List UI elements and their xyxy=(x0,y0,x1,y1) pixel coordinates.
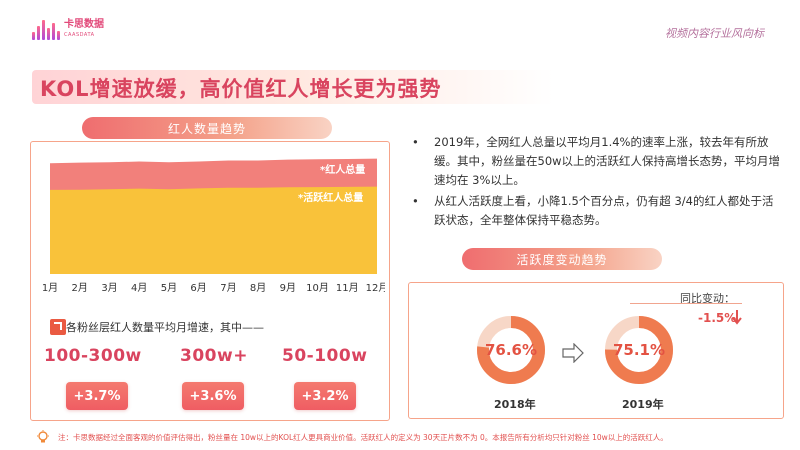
tier-name-300w-plus: 300w+ xyxy=(180,346,248,366)
x-tick-label: 3月 xyxy=(101,282,117,294)
x-tick-label: 9月 xyxy=(280,282,296,294)
x-tick-label: 4月 xyxy=(131,282,147,294)
donut-year-2018: 2018年 xyxy=(494,398,536,411)
header-tagline: 视频内容行业风向标 xyxy=(665,27,764,40)
yoy-change-value: -1.5% xyxy=(698,311,737,325)
kol-count-area-chart: *红人总量 *活跃红人总量 1月 2月 3月 4月 5月 6月 7月 8月 9月 10月 11月 12月 xyxy=(42,158,385,294)
lightbulb-icon xyxy=(37,430,49,443)
logo-bars-icon xyxy=(32,20,60,40)
x-tick-label: 8月 xyxy=(250,282,266,294)
next-arrow-icon xyxy=(562,343,584,363)
x-tick-label: 7月 xyxy=(220,282,236,294)
trend-arrow-icon xyxy=(50,319,66,335)
donut-arc xyxy=(605,316,673,384)
insight-bullet: 从红人活跃度上看，小降1.5个百分点，仍有超 3/4的红人都处于活跃状态，全年整… xyxy=(412,192,782,230)
x-tick-label: 11月 xyxy=(336,282,359,294)
activity-section-label: 活跃度变动趋势 xyxy=(462,248,662,270)
brand-name-en: CAASDATA xyxy=(64,32,95,38)
tier-growth-badge-50-100w: +3.2% xyxy=(294,382,356,410)
series-label-2: *活跃红人总量 xyxy=(298,191,363,204)
x-tick-label: 5月 xyxy=(161,282,177,294)
series-label-1: *红人总量 xyxy=(320,163,365,176)
tier-name-100-300w: 100-300w xyxy=(44,346,142,366)
title-banner xyxy=(32,70,612,104)
insight-bullet: 2019年，全网红人总量以平均月1.4%的速率上涨，较去年有所放缓。其中，粉丝量… xyxy=(412,133,782,190)
tier-name-50-100w: 50-100w xyxy=(282,346,368,366)
trend-section-label: 红人数量趋势 xyxy=(82,117,332,139)
page-title: KOL增速放缓，高价值红人增长更为强势 xyxy=(40,77,442,101)
tier-growth-subtitle: 各粉丝层红人数量平均月增速，其中—— xyxy=(50,319,264,335)
donut-year-2019: 2019年 xyxy=(622,398,664,411)
x-tick-label: 6月 xyxy=(190,282,206,294)
x-tick-label: 2月 xyxy=(72,282,88,294)
activity-donut-2018: 76.6% xyxy=(477,316,545,384)
x-tick-label: 10月 xyxy=(306,282,329,294)
arrow-down-icon xyxy=(732,310,742,325)
tier-growth-badge-100-300w: +3.7% xyxy=(66,382,128,410)
area-series-2 xyxy=(50,186,377,274)
donut-value-label: 75.1% xyxy=(613,341,665,359)
donut-value-label: 76.6% xyxy=(485,341,537,359)
footer-note-text: 注：卡思数据经过全面客观的价值评估得出，粉丝量在 10w以上的KOL红人更具商业… xyxy=(58,432,668,442)
donut-arc xyxy=(477,316,545,384)
yoy-change-underline xyxy=(630,303,742,304)
yoy-change-label: 同比变动： xyxy=(680,292,735,305)
brand-logo: 卡思数据 CAASDATA xyxy=(32,20,104,40)
activity-donut-2019: 75.1% xyxy=(605,316,673,384)
tier-growth-badge-300w-plus: +3.6% xyxy=(182,382,244,410)
trend-panel xyxy=(30,141,390,421)
x-tick-label: 1月 xyxy=(42,282,58,294)
insight-bullets: 2019年，全网红人总量以平均月1.4%的速率上涨，较去年有所放缓。其中，粉丝量… xyxy=(412,133,782,232)
tier-growth-subtitle-text: 各粉丝层红人数量平均月增速，其中—— xyxy=(66,321,264,334)
x-tick-label: 12月 xyxy=(366,282,385,294)
footer-note: 注：卡思数据经过全面客观的价值评估得出，粉丝量在 10w以上的KOL红人更具商业… xyxy=(36,430,668,444)
activity-panel xyxy=(408,282,784,419)
brand-name: 卡思数据 xyxy=(64,19,104,30)
